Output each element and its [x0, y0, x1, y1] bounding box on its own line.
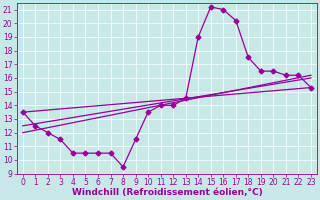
X-axis label: Windchill (Refroidissement éolien,°C): Windchill (Refroidissement éolien,°C): [72, 188, 262, 197]
